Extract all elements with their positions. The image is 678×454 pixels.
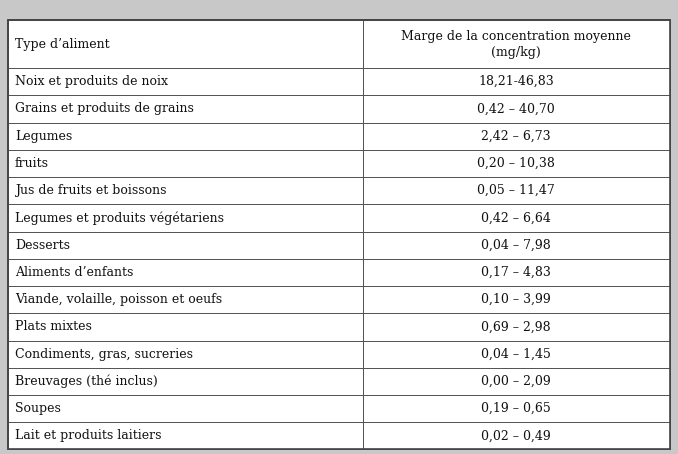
Text: 0,00 – 2,09: 0,00 – 2,09 (481, 375, 551, 388)
Text: 0,10 – 3,99: 0,10 – 3,99 (481, 293, 551, 306)
Text: Condiments, gras, sucreries: Condiments, gras, sucreries (15, 348, 193, 360)
Bar (363, 286, 670, 313)
Text: 0,02 – 0,49: 0,02 – 0,49 (481, 429, 551, 442)
Bar (8, 123, 363, 150)
Text: Legumes et produits végétariens: Legumes et produits végétariens (15, 211, 224, 225)
Text: 0,17 – 4,83: 0,17 – 4,83 (481, 266, 551, 279)
Bar (363, 20, 670, 68)
Text: 0,69 – 2,98: 0,69 – 2,98 (481, 321, 551, 333)
Text: 0,19 – 0,65: 0,19 – 0,65 (481, 402, 551, 415)
Text: 2,42 – 6,73: 2,42 – 6,73 (481, 130, 551, 143)
Text: Soupes: Soupes (15, 402, 61, 415)
Text: Legumes: Legumes (15, 130, 72, 143)
Text: Grains et produits de grains: Grains et produits de grains (15, 103, 194, 115)
Bar (8, 286, 363, 313)
Bar (363, 232, 670, 259)
Bar (8, 150, 363, 177)
Bar (363, 313, 670, 340)
Text: Aliments d’enfants: Aliments d’enfants (15, 266, 134, 279)
Bar (363, 340, 670, 368)
Bar (8, 232, 363, 259)
Bar (363, 150, 670, 177)
Bar (8, 204, 363, 232)
Text: 0,04 – 7,98: 0,04 – 7,98 (481, 239, 551, 252)
Bar (8, 340, 363, 368)
Text: Marge de la concentration moyenne
(mg/kg): Marge de la concentration moyenne (mg/kg… (401, 30, 631, 59)
Text: Plats mixtes: Plats mixtes (15, 321, 92, 333)
Bar (8, 259, 363, 286)
Bar (363, 68, 670, 95)
Text: Desserts: Desserts (15, 239, 70, 252)
Text: Viande, volaille, poisson et oeufs: Viande, volaille, poisson et oeufs (15, 293, 222, 306)
Bar (8, 368, 363, 395)
Bar (363, 204, 670, 232)
Bar (363, 422, 670, 449)
Text: 0,42 – 40,70: 0,42 – 40,70 (477, 103, 555, 115)
Bar (8, 20, 363, 68)
Text: 0,05 – 11,47: 0,05 – 11,47 (477, 184, 555, 197)
Bar (8, 95, 363, 123)
Bar (8, 68, 363, 95)
Bar (363, 395, 670, 422)
Text: 0,42 – 6,64: 0,42 – 6,64 (481, 212, 551, 224)
Text: 18,21-46,83: 18,21-46,83 (479, 75, 554, 88)
Bar (8, 313, 363, 340)
Bar (8, 177, 363, 204)
Bar (8, 422, 363, 449)
Text: Breuvages (thé inclus): Breuvages (thé inclus) (15, 375, 158, 388)
Text: Type d’aliment: Type d’aliment (15, 38, 110, 51)
Bar (363, 259, 670, 286)
Bar (363, 177, 670, 204)
Text: fruits: fruits (15, 157, 49, 170)
Bar (363, 123, 670, 150)
Bar (8, 395, 363, 422)
Bar (363, 95, 670, 123)
Text: Jus de fruits et boissons: Jus de fruits et boissons (15, 184, 166, 197)
Bar (363, 368, 670, 395)
Text: Noix et produits de noix: Noix et produits de noix (15, 75, 168, 88)
Text: 0,20 – 10,38: 0,20 – 10,38 (477, 157, 555, 170)
Text: 0,04 – 1,45: 0,04 – 1,45 (481, 348, 551, 360)
Text: Lait et produits laitiers: Lait et produits laitiers (15, 429, 161, 442)
